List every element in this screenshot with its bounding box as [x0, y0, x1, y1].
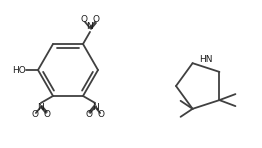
Text: N: N	[87, 22, 93, 31]
Text: O: O	[98, 110, 105, 119]
Text: N: N	[37, 103, 44, 112]
Text: O: O	[80, 15, 88, 24]
Text: O: O	[43, 110, 50, 119]
Text: N: N	[92, 103, 99, 112]
Text: HN: HN	[199, 55, 213, 64]
Text: O: O	[92, 15, 100, 24]
Text: O: O	[31, 110, 38, 119]
Text: HO: HO	[12, 66, 26, 74]
Text: O: O	[86, 110, 93, 119]
